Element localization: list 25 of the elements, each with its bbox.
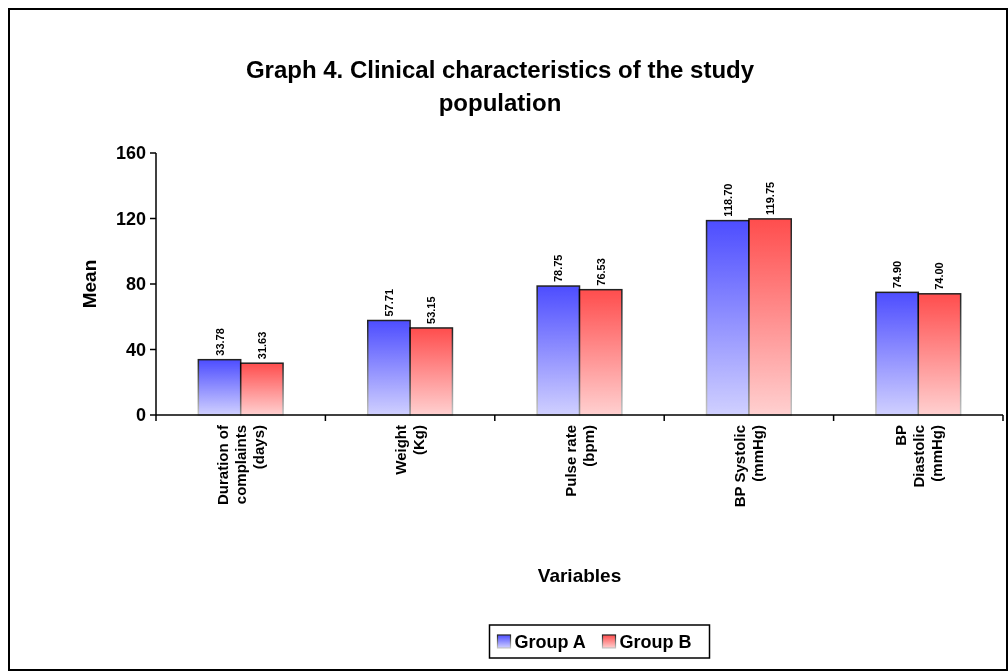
y-tick-label: 120	[115, 208, 146, 229]
x-tick-label: BP Diastolic (mmHg)	[891, 425, 945, 488]
text: 118.70	[721, 183, 734, 217]
text: 33.78	[213, 328, 226, 356]
legend-label: Group A	[514, 632, 586, 653]
y-tick-label: 160	[115, 143, 146, 164]
text: 57.71	[382, 288, 395, 317]
x-tick-label: Weight (Kg)	[392, 425, 428, 475]
x-axis-title: Variables	[537, 565, 622, 586]
x-tick-label: Pulse rate (bpm)	[561, 425, 597, 497]
x-tick-label: Duration of complaints (days)	[213, 424, 267, 505]
y-axis-title: Mean	[79, 259, 100, 309]
text: 76.53	[594, 258, 607, 286]
y-tick-label: 0	[135, 405, 146, 426]
y-tick-label: 80	[125, 274, 146, 295]
y-tick-label: 40	[125, 339, 146, 360]
text: 74.00	[933, 262, 946, 290]
text: 53.15	[425, 296, 438, 324]
legend-label: Group B	[619, 632, 692, 653]
text: 78.75	[552, 254, 565, 283]
text: 31.63	[255, 331, 268, 360]
chart-title: Graph 4. Clinical characteristics of the study population	[245, 56, 755, 116]
text: 74.90	[891, 260, 904, 289]
x-tick-label: BP Systolic (mmHg)	[731, 425, 767, 508]
text: 119.75	[764, 181, 777, 215]
